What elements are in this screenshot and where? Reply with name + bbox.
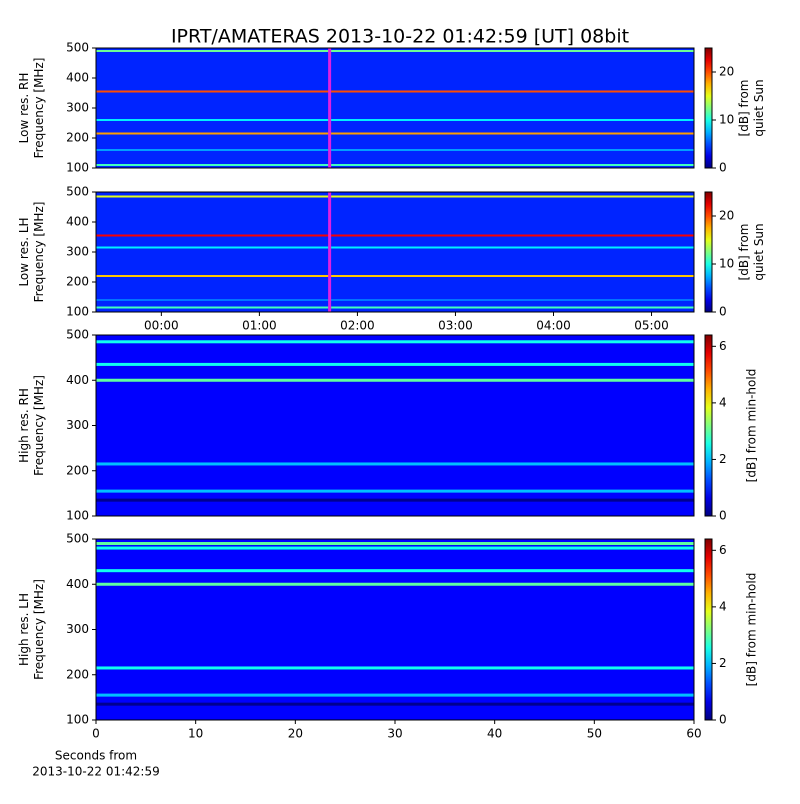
y-tick-label: 200 [66, 275, 89, 289]
y-tick-label: 100 [66, 305, 89, 319]
x-tick-label: 30 [387, 727, 402, 741]
y-axis-label: Frequency [MHz] [32, 375, 46, 476]
frequency-band [96, 542, 694, 546]
frequency-band [96, 462, 694, 466]
y-axis-label: Low res. RH [17, 73, 31, 144]
frequency-band [96, 582, 694, 586]
colorbar [704, 47, 713, 169]
y-tick-label: 200 [66, 463, 89, 477]
colorbar-label: [dB] from min-hold [745, 369, 759, 483]
frequency-band [96, 195, 694, 198]
colorbar-label: [dB] from [737, 224, 751, 281]
y-tick-label: 500 [66, 41, 89, 55]
frequency-band [96, 50, 694, 52]
colorbar-label: [dB] from [737, 80, 751, 137]
colorbar-tick-label: 10 [719, 113, 734, 127]
colorbar-tick-label: 10 [719, 257, 734, 271]
colorbar [704, 538, 713, 721]
x-tick-label: 20 [288, 727, 303, 741]
x-tick-label: 05:00 [634, 319, 669, 333]
colorbar-tick-label: 0 [719, 509, 727, 523]
frequency-band [96, 90, 694, 93]
y-tick-label: 400 [66, 577, 89, 591]
frequency-band [96, 299, 694, 301]
colorbar-tick-label: 2 [719, 656, 727, 670]
y-tick-label: 400 [66, 71, 89, 85]
y-tick-label: 200 [66, 667, 89, 681]
x-tick-label: 04:00 [536, 319, 571, 333]
frequency-band [96, 119, 694, 121]
frequency-band [96, 306, 694, 309]
frequency-band [96, 498, 694, 502]
y-axis-label: Frequency [MHz] [32, 58, 46, 159]
x-tick-label: 01:00 [242, 319, 277, 333]
y-tick-label: 500 [66, 328, 89, 342]
frequency-band [96, 340, 694, 344]
frequency-band [96, 569, 694, 573]
colorbar-tick-label: 0 [719, 713, 727, 727]
y-tick-label: 300 [66, 245, 89, 259]
y-tick-label: 500 [66, 185, 89, 199]
y-axis-label: Frequency [MHz] [32, 579, 46, 680]
heatmap-background [96, 335, 694, 516]
frequency-band [96, 546, 694, 550]
frequency-band [96, 246, 694, 249]
y-tick-label: 300 [66, 622, 89, 636]
frequency-band [96, 275, 694, 277]
x-tick-label: 0 [92, 727, 100, 741]
x-axis-label: 2013-10-22 01:42:59 [32, 765, 159, 779]
y-axis-label: Low res. LH [17, 217, 31, 286]
frequency-band [96, 149, 694, 151]
x-axis-label: Seconds from [55, 749, 137, 763]
x-tick-label: 40 [487, 727, 502, 741]
colorbar-label: quiet Sun [752, 79, 766, 136]
y-tick-label: 100 [66, 509, 89, 523]
y-axis-label: High res. RH [17, 388, 31, 463]
colorbar [704, 191, 713, 313]
colorbar-tick-label: 4 [719, 599, 727, 613]
y-tick-label: 500 [66, 532, 89, 546]
heatmap-background [96, 192, 694, 312]
colorbar-tick-label: 0 [719, 161, 727, 175]
y-tick-label: 300 [66, 101, 89, 115]
colorbar-tick-label: 6 [719, 543, 727, 557]
frequency-band [96, 489, 694, 493]
y-axis-label: High res. LH [17, 593, 31, 666]
frequency-band [96, 666, 694, 670]
y-tick-label: 100 [66, 713, 89, 727]
frequency-band [96, 702, 694, 706]
colorbar-tick-label: 20 [719, 209, 734, 223]
x-tick-label: 10 [188, 727, 203, 741]
x-tick-label: 50 [587, 727, 602, 741]
frequency-band [96, 132, 694, 135]
y-tick-label: 200 [66, 131, 89, 145]
y-tick-label: 400 [66, 373, 89, 387]
colorbar-tick-label: 6 [719, 339, 727, 353]
y-tick-label: 300 [66, 418, 89, 432]
colorbar-tick-label: 20 [719, 65, 734, 79]
x-tick-label: 03:00 [438, 319, 473, 333]
x-tick-label: 00:00 [144, 319, 179, 333]
x-tick-label: 60 [686, 727, 701, 741]
colorbar-label: [dB] from min-hold [745, 573, 759, 687]
frequency-band [96, 362, 694, 366]
colorbar-tick-label: 2 [719, 452, 727, 466]
x-tick-label: 02:00 [340, 319, 375, 333]
heatmap-background [96, 48, 694, 168]
y-tick-label: 100 [66, 161, 89, 175]
y-axis-label: Frequency [MHz] [32, 202, 46, 303]
frequency-band [96, 693, 694, 697]
frequency-band [96, 164, 694, 166]
colorbar-tick-label: 0 [719, 305, 727, 319]
frequency-band [96, 234, 694, 237]
y-tick-label: 400 [66, 215, 89, 229]
colorbar-label: quiet Sun [752, 223, 766, 280]
heatmap-background [96, 539, 694, 720]
colorbar [704, 334, 713, 517]
figure-title: IPRT/AMATERAS 2013-10-22 01:42:59 [UT] 0… [171, 26, 629, 48]
colorbar-tick-label: 4 [719, 395, 727, 409]
frequency-band [96, 378, 694, 382]
